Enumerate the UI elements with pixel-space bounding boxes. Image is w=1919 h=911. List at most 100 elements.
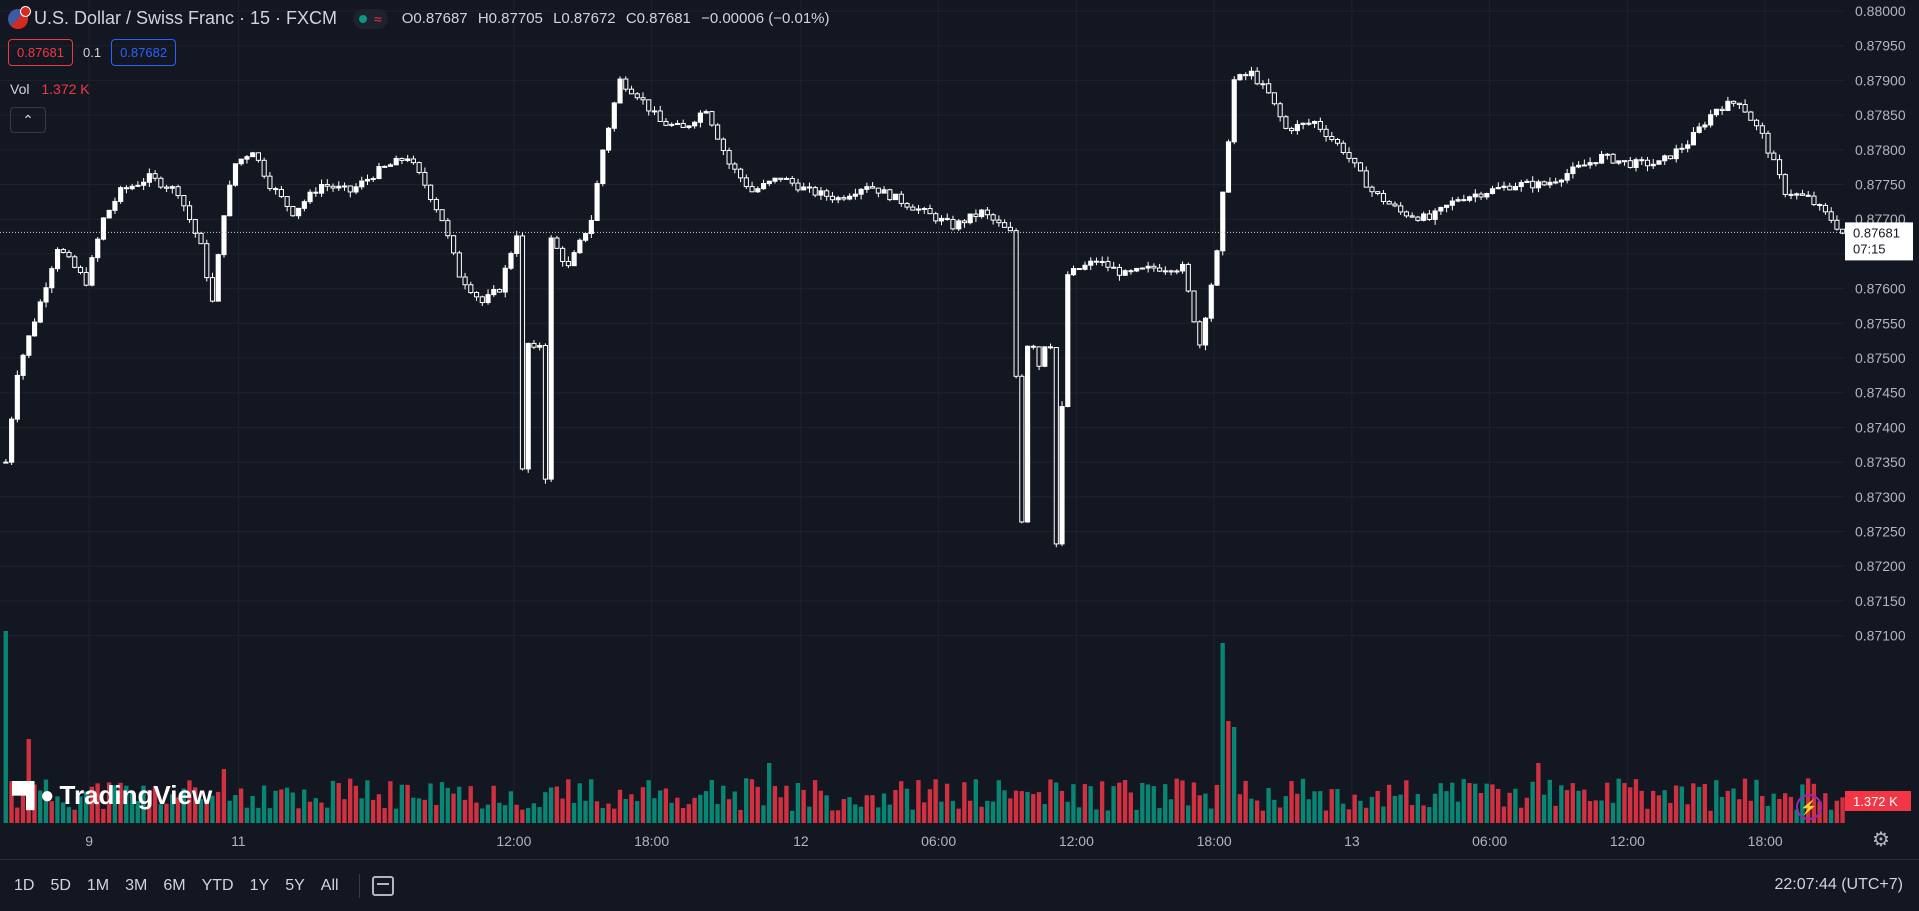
volume-bar bbox=[899, 781, 904, 823]
volume-bar bbox=[1455, 801, 1461, 823]
timezone-clock[interactable]: 22:07:44 (UTC+7) bbox=[1774, 876, 1903, 893]
volume-bar bbox=[525, 808, 531, 823]
volume-bar bbox=[198, 799, 204, 823]
candle-body bbox=[1478, 193, 1484, 198]
volume-bar bbox=[313, 798, 318, 823]
volume-bar bbox=[1209, 808, 1214, 823]
time-tick-label: 06:00 bbox=[921, 833, 956, 849]
candle-body bbox=[898, 193, 904, 204]
volume-bar bbox=[1576, 790, 1581, 823]
candle-body bbox=[1237, 74, 1243, 81]
candle-body bbox=[1093, 260, 1100, 263]
candle-body bbox=[663, 120, 669, 126]
volume-bar bbox=[1117, 782, 1122, 823]
candle-body bbox=[410, 158, 416, 164]
price-tick-label: 0.87850 bbox=[1855, 107, 1906, 123]
price-scale[interactable]: 0.88000 0.87950 0.87900 0.87850 0.87800 0.877… bbox=[1845, 0, 1919, 823]
candle-body bbox=[456, 252, 462, 278]
candle-body bbox=[1260, 83, 1266, 86]
volume-bar bbox=[38, 790, 43, 823]
candle-body bbox=[697, 112, 703, 123]
volume-bar bbox=[118, 782, 123, 823]
volume-bar bbox=[1501, 806, 1507, 823]
time-axis[interactable]: 9 11 12:00 18:00 12 06:00 12:00 18:00 13 06:00 12:… bbox=[0, 823, 1845, 859]
candle-body bbox=[726, 150, 732, 165]
candle-body bbox=[255, 152, 261, 161]
volume-bar bbox=[485, 804, 491, 823]
volume-bar bbox=[1553, 805, 1558, 823]
price-chart-svg[interactable] bbox=[0, 0, 1846, 823]
volume-bar bbox=[227, 800, 232, 823]
volume-bar bbox=[686, 804, 691, 823]
symbol-title[interactable]: U.S. Dollar / Swiss Franc · 15 · FXCM bbox=[34, 8, 338, 28]
volume-legend[interactable]: Vol 1.372 K bbox=[10, 81, 90, 97]
candle-body bbox=[1306, 122, 1312, 125]
candle-body bbox=[1007, 226, 1013, 232]
range-1m[interactable]: 1M bbox=[86, 877, 110, 894]
volume-bar bbox=[939, 801, 944, 823]
chart-settings-gear-icon[interactable]: ⚙ bbox=[1872, 829, 1890, 851]
volume-bar bbox=[1134, 809, 1139, 823]
volume-bar bbox=[566, 779, 571, 823]
price-scale-svg[interactable]: 0.88000 0.87950 0.87900 0.87850 0.87800 0.877… bbox=[1845, 0, 1919, 823]
candle-body bbox=[54, 249, 61, 270]
volume-bar bbox=[474, 802, 479, 823]
candle-body bbox=[106, 209, 112, 219]
candle-body bbox=[938, 217, 945, 222]
volume-bar bbox=[692, 797, 697, 823]
candle-body bbox=[720, 138, 726, 152]
candle-body bbox=[502, 267, 508, 293]
range-5d[interactable]: 5D bbox=[50, 877, 71, 894]
candle-body bbox=[95, 238, 101, 259]
tradingview-logo[interactable]: ▀▌● TradingView bbox=[12, 780, 212, 811]
candle-body bbox=[473, 292, 480, 298]
time-axis-svg[interactable]: 9 11 12:00 18:00 12 06:00 12:00 18:00 13 06:00 12:… bbox=[0, 823, 1845, 859]
candle-body bbox=[1289, 127, 1295, 132]
range-1y[interactable]: 1Y bbox=[249, 877, 270, 894]
volume-bar bbox=[812, 780, 818, 823]
volume-bar bbox=[1329, 789, 1334, 823]
candle-body bbox=[847, 195, 853, 200]
range-all[interactable]: All bbox=[320, 877, 339, 894]
lightning-icon[interactable]: ⚡ bbox=[1796, 794, 1822, 820]
candle-body bbox=[319, 184, 325, 194]
range-6m[interactable]: 6M bbox=[163, 877, 186, 894]
volume-bar bbox=[468, 786, 473, 823]
buy-button[interactable]: 0.87682 bbox=[111, 39, 177, 66]
market-status-pill[interactable]: ≈ bbox=[353, 8, 388, 29]
volume-bar bbox=[1358, 800, 1363, 823]
go-to-date-calendar-icon[interactable] bbox=[371, 876, 394, 896]
volume-bar bbox=[956, 808, 961, 823]
volume-bar bbox=[657, 790, 663, 823]
volume-bar bbox=[1622, 782, 1627, 823]
volume-bar bbox=[835, 810, 841, 823]
volume-bar bbox=[594, 801, 600, 823]
candle-body bbox=[1185, 263, 1191, 292]
volume-bar bbox=[1731, 788, 1736, 823]
volume-bar bbox=[1071, 784, 1076, 823]
chart-pane[interactable]: U.S. Dollar / Swiss Franc · 15 · FXCM ≈ … bbox=[0, 0, 1846, 823]
volume-bar bbox=[1725, 790, 1730, 823]
volume-bar bbox=[15, 807, 20, 823]
candle-body bbox=[135, 184, 141, 187]
volume-bar bbox=[635, 801, 640, 823]
volume-bar bbox=[1398, 794, 1403, 823]
volume-bar bbox=[1197, 795, 1202, 823]
volume-bar bbox=[1507, 792, 1512, 823]
candle-body bbox=[1357, 162, 1364, 172]
volume-bar bbox=[1840, 797, 1845, 823]
candle-body bbox=[1053, 346, 1059, 545]
volume-bar bbox=[1547, 779, 1552, 823]
volume-bar bbox=[187, 780, 192, 823]
candle-body bbox=[186, 205, 193, 221]
candle-body bbox=[112, 200, 118, 211]
sell-button[interactable]: 0.87681 bbox=[8, 39, 73, 66]
range-ytd[interactable]: YTD bbox=[201, 877, 234, 894]
candle-body bbox=[611, 102, 617, 129]
volume-bar bbox=[399, 784, 404, 823]
range-3m[interactable]: 3M bbox=[125, 877, 148, 894]
volume-bar bbox=[1140, 782, 1145, 823]
range-5y[interactable]: 5Y bbox=[285, 877, 305, 894]
collapse-legend-button[interactable]: ⌃ bbox=[10, 107, 46, 133]
range-1d[interactable]: 1D bbox=[14, 877, 35, 894]
